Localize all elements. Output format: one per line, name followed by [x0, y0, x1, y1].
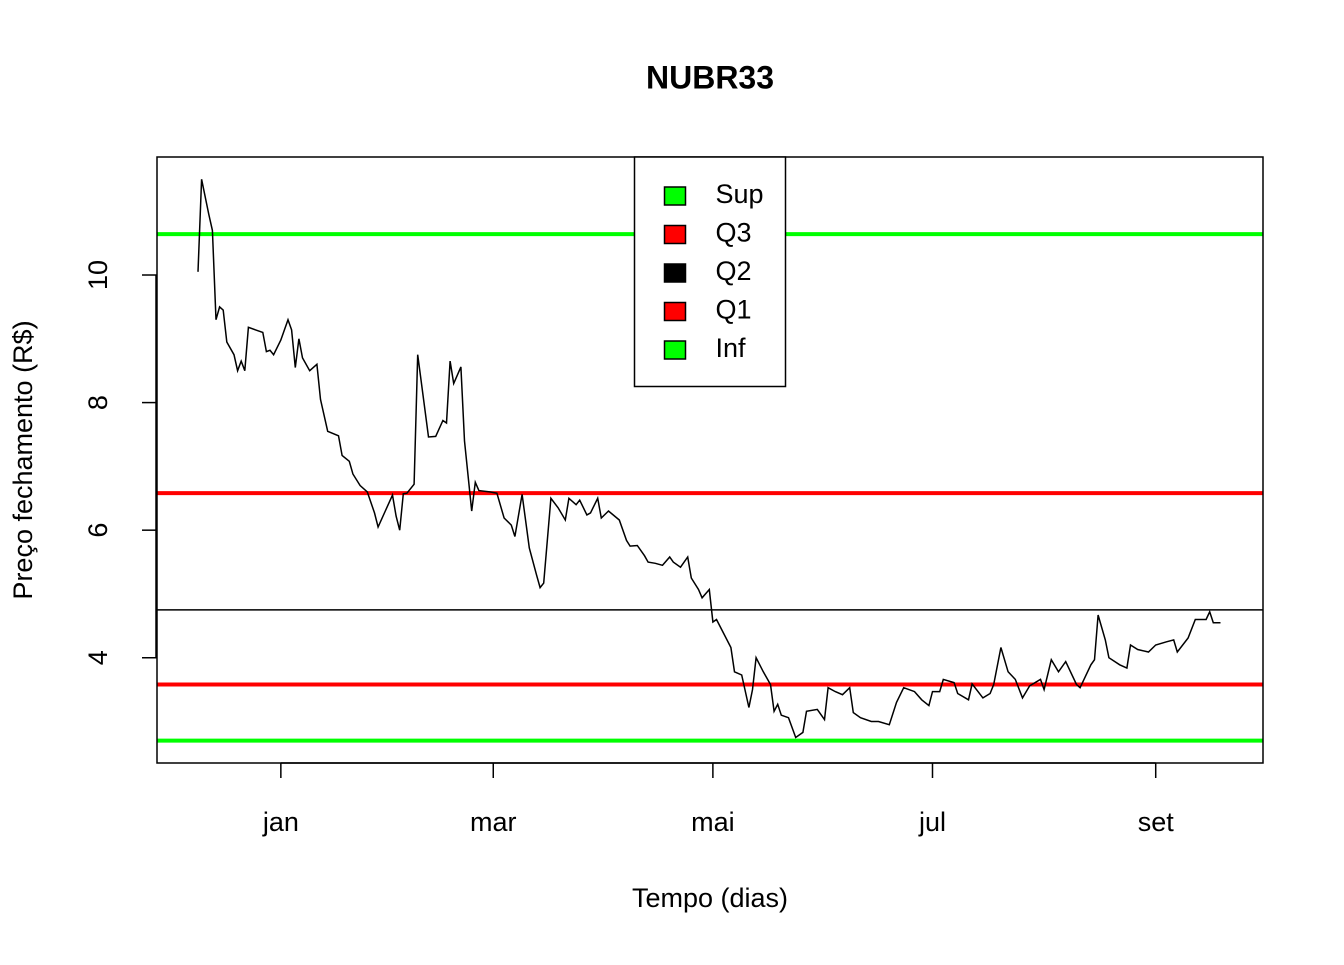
- legend-label: Inf: [716, 333, 747, 363]
- legend-swatch: [663, 301, 687, 322]
- x-tick-label: mar: [470, 807, 517, 837]
- x-tick-label: jul: [918, 807, 946, 837]
- legend-label: Q3: [716, 218, 752, 248]
- y-tick-label: 6: [83, 523, 113, 538]
- y-tick-label: 10: [83, 260, 113, 290]
- legend-box: [633, 156, 787, 388]
- price-line: [197, 179, 1221, 739]
- legend-swatch: [663, 340, 687, 360]
- x-tick-label: set: [1138, 807, 1175, 837]
- legend-swatch: [663, 263, 687, 283]
- legend-label: Q2: [716, 256, 752, 286]
- y-tick-label: 8: [83, 395, 113, 410]
- legend-label: Q1: [716, 295, 752, 325]
- legend-swatch: [663, 224, 687, 245]
- chart-title: NUBR33: [646, 59, 774, 95]
- y-axis-label: Preço fechamento (R$): [8, 320, 38, 599]
- x-tick-label: mai: [691, 807, 735, 837]
- x-axis-label: Tempo (dias): [632, 883, 788, 913]
- legend-swatch: [663, 186, 687, 206]
- y-tick-label: 4: [83, 650, 113, 665]
- legend-label: Sup: [716, 179, 764, 209]
- x-tick-label: jan: [262, 807, 299, 837]
